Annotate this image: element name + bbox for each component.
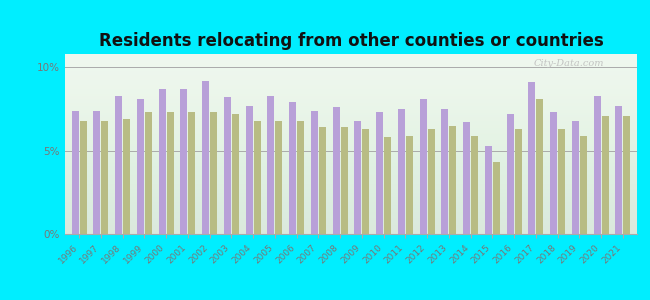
Bar [536,99,543,234]
Bar [79,121,86,234]
Bar [137,99,144,234]
Bar [210,112,217,234]
Bar [420,99,426,234]
Bar [485,146,492,234]
Bar [593,96,601,234]
Bar [254,121,261,234]
Bar [398,109,405,234]
Bar [159,89,166,234]
Bar [318,127,326,234]
Bar [181,89,187,234]
Bar [276,121,282,234]
Bar [341,127,348,234]
Bar [224,97,231,234]
Bar [297,121,304,234]
Bar [449,126,456,234]
Bar [507,114,514,234]
Bar [268,96,274,234]
Bar [166,112,174,234]
Bar [94,111,101,234]
Bar [572,121,579,234]
Bar [493,162,500,234]
Bar [528,82,536,234]
Bar [232,114,239,234]
Title: Residents relocating from other counties or countries: Residents relocating from other counties… [99,32,603,50]
Bar [188,112,195,234]
Bar [123,119,130,234]
Bar [601,116,608,234]
Bar [623,116,630,234]
Bar [428,129,434,234]
Bar [115,96,122,234]
Bar [145,112,152,234]
Bar [471,136,478,234]
Text: City-Data.com: City-Data.com [534,59,604,68]
Bar [311,111,318,234]
Bar [202,81,209,234]
Bar [616,106,623,234]
Bar [376,112,384,234]
Bar [406,136,413,234]
Bar [384,137,391,234]
Bar [441,109,448,234]
Bar [333,107,340,234]
Bar [558,129,565,234]
Bar [515,129,521,234]
Bar [354,121,361,234]
Bar [72,111,79,234]
Bar [550,112,557,234]
Bar [362,129,369,234]
Bar [580,136,587,234]
Bar [101,121,109,234]
Bar [289,102,296,234]
Bar [463,122,470,234]
Bar [246,106,253,234]
